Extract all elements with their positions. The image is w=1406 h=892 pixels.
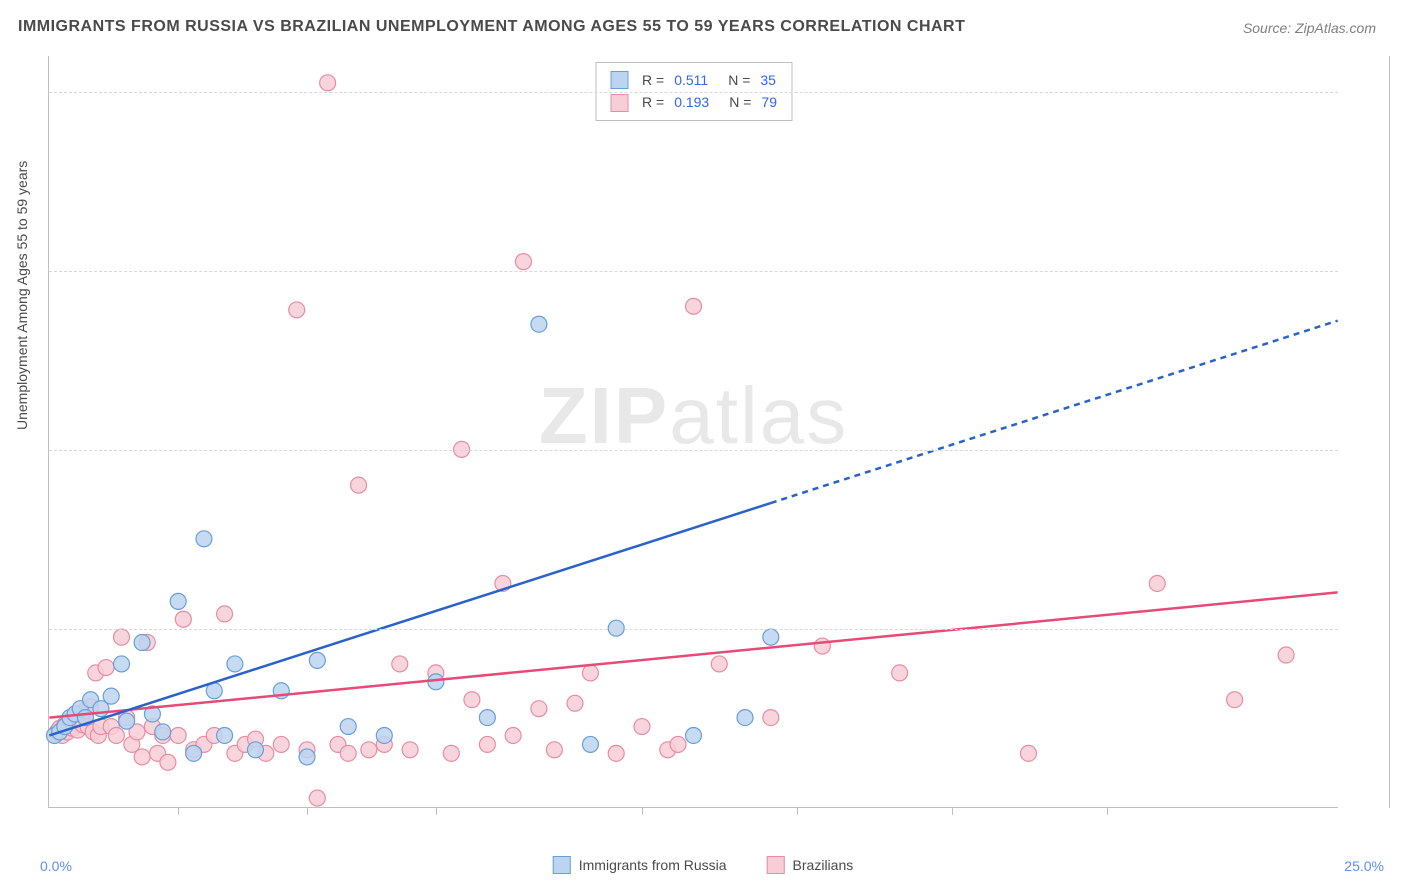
scatter-point-brazil xyxy=(392,656,408,672)
scatter-point-brazil xyxy=(309,790,325,806)
scatter-point-russia xyxy=(155,724,171,740)
scatter-point-brazil xyxy=(1227,692,1243,708)
scatter-point-brazil xyxy=(1149,575,1165,591)
x-tick xyxy=(952,807,953,815)
legend-label-russia: Immigrants from Russia xyxy=(579,857,727,873)
scatter-point-russia xyxy=(170,593,186,609)
scatter-point-russia xyxy=(479,710,495,726)
scatter-point-brazil xyxy=(711,656,727,672)
scatter-svg xyxy=(49,56,1338,807)
scatter-point-brazil xyxy=(814,638,830,654)
scatter-point-russia xyxy=(340,719,356,735)
scatter-point-brazil xyxy=(361,742,377,758)
legend-item-brazil: Brazilians xyxy=(767,856,854,874)
chart-title: IMMIGRANTS FROM RUSSIA VS BRAZILIAN UNEM… xyxy=(18,18,965,36)
gridline xyxy=(49,271,1338,272)
scatter-point-brazil xyxy=(340,745,356,761)
series-legend: Immigrants from Russia Brazilians xyxy=(553,856,854,874)
scatter-point-brazil xyxy=(505,727,521,743)
scatter-point-brazil xyxy=(670,736,686,752)
scatter-point-russia xyxy=(103,688,119,704)
x-tick xyxy=(1107,807,1108,815)
scatter-point-brazil xyxy=(160,754,176,770)
scatter-point-brazil xyxy=(686,298,702,314)
scatter-point-brazil xyxy=(608,745,624,761)
scatter-point-brazil xyxy=(170,727,186,743)
scatter-point-brazil xyxy=(98,660,114,676)
legend-item-russia: Immigrants from Russia xyxy=(553,856,727,874)
x-tick xyxy=(178,807,179,815)
scatter-point-russia xyxy=(309,652,325,668)
scatter-point-brazil xyxy=(443,745,459,761)
regression-line xyxy=(49,592,1337,717)
scatter-point-brazil xyxy=(289,302,305,318)
scatter-point-brazil xyxy=(175,611,191,627)
scatter-point-brazil xyxy=(567,695,583,711)
source-label: Source: ZipAtlas.com xyxy=(1243,20,1376,36)
scatter-point-brazil xyxy=(763,710,779,726)
scatter-point-russia xyxy=(531,316,547,332)
gridline xyxy=(49,629,1338,630)
scatter-point-brazil xyxy=(114,629,130,645)
scatter-point-russia xyxy=(763,629,779,645)
x-axis-max-label: 25.0% xyxy=(1344,858,1384,874)
plot-area: ZIPatlas R = 0.511 N = 35 R = 0.193 N = … xyxy=(48,56,1338,808)
scatter-point-brazil xyxy=(1278,647,1294,663)
scatter-point-russia xyxy=(217,727,233,743)
x-tick xyxy=(642,807,643,815)
scatter-point-brazil xyxy=(515,254,531,270)
y-tick-label: 10.0% xyxy=(1398,621,1406,637)
scatter-point-russia xyxy=(196,531,212,547)
scatter-point-brazil xyxy=(320,75,336,91)
scatter-point-russia xyxy=(686,727,702,743)
regression-line xyxy=(771,321,1338,503)
scatter-point-brazil xyxy=(892,665,908,681)
scatter-point-russia xyxy=(737,710,753,726)
legend-label-brazil: Brazilians xyxy=(793,857,854,873)
scatter-point-brazil xyxy=(1020,745,1036,761)
scatter-point-brazil xyxy=(217,606,233,622)
scatter-point-brazil xyxy=(273,736,289,752)
x-tick xyxy=(797,807,798,815)
scatter-point-brazil xyxy=(634,719,650,735)
swatch-russia-bottom xyxy=(553,856,571,874)
scatter-point-brazil xyxy=(108,727,124,743)
scatter-point-russia xyxy=(114,656,130,672)
scatter-point-russia xyxy=(247,742,263,758)
scatter-point-russia xyxy=(376,727,392,743)
regression-line xyxy=(49,503,770,735)
scatter-point-brazil xyxy=(479,736,495,752)
scatter-point-brazil xyxy=(464,692,480,708)
y-tick-label: 30.0% xyxy=(1398,263,1406,279)
scatter-point-brazil xyxy=(402,742,418,758)
scatter-point-brazil xyxy=(546,742,562,758)
scatter-point-russia xyxy=(186,745,202,761)
y-tick-label: 40.0% xyxy=(1398,84,1406,100)
scatter-point-russia xyxy=(119,713,135,729)
gridline xyxy=(49,92,1338,93)
scatter-point-russia xyxy=(582,736,598,752)
scatter-point-brazil xyxy=(134,749,150,765)
swatch-brazil-bottom xyxy=(767,856,785,874)
scatter-point-russia xyxy=(227,656,243,672)
right-axis-line xyxy=(1389,56,1390,808)
scatter-point-russia xyxy=(299,749,315,765)
scatter-point-brazil xyxy=(531,701,547,717)
x-tick xyxy=(307,807,308,815)
x-axis-origin-label: 0.0% xyxy=(40,858,72,874)
y-tick-label: 20.0% xyxy=(1398,442,1406,458)
scatter-point-russia xyxy=(134,635,150,651)
scatter-point-brazil xyxy=(582,665,598,681)
gridline xyxy=(49,450,1338,451)
scatter-point-brazil xyxy=(351,477,367,493)
y-axis-label: Unemployment Among Ages 55 to 59 years xyxy=(14,161,30,430)
x-tick xyxy=(436,807,437,815)
